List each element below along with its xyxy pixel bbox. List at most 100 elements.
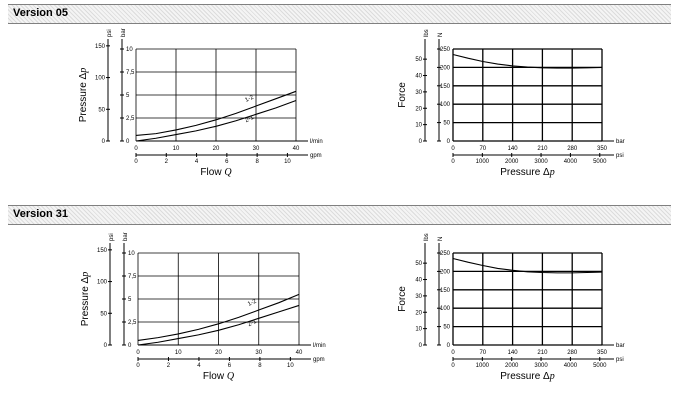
y-unit-label: N: [438, 33, 444, 37]
y-secondary-tick-label: 150: [97, 248, 108, 254]
x-secondary-tick-label: 0: [451, 363, 455, 369]
x-secondary-unit-label: psi: [616, 357, 624, 363]
section-header-version-31: Version 31: [8, 205, 671, 225]
y-tick-label: 2,5: [128, 320, 137, 326]
series-label: 2-1: [244, 115, 255, 124]
x-tick-label: 70: [479, 350, 486, 356]
x-tick-label: 210: [537, 350, 548, 356]
x-secondary-tick-label: 4000: [564, 363, 578, 369]
y-axis-variable: p: [80, 272, 91, 278]
x-secondary-tick-label: 6: [228, 363, 232, 369]
x-secondary-unit-label: gpm: [310, 153, 322, 159]
y-secondary-tick-label: 30: [415, 90, 422, 96]
x-axis-variable: p: [549, 371, 555, 382]
x-secondary-tick-label: 0: [136, 363, 140, 369]
y-axis-title: Force: [397, 82, 408, 108]
y-tick-label: 50: [443, 121, 450, 127]
y-secondary-unit-label: lbs: [424, 29, 430, 37]
x-secondary-tick-label: 3000: [534, 159, 548, 165]
x-tick-label: 30: [253, 146, 260, 152]
y-secondary-tick-label: 50: [100, 311, 107, 317]
y-tick-label: 150: [440, 84, 451, 90]
y-secondary-unit-label: psi: [107, 29, 113, 37]
y-tick-label: 100: [440, 306, 451, 312]
series-line-1-2: [135, 90, 297, 137]
y-secondary-tick-label: 50: [415, 261, 422, 267]
x-tick-label: 70: [479, 146, 486, 152]
y-tick-label: 5: [126, 93, 130, 99]
x-axis-title: Pressure Δp: [500, 167, 554, 178]
series-line-1-2: [137, 293, 300, 341]
series-line-force: [452, 257, 603, 274]
y-tick-label: 0: [126, 139, 130, 145]
x-tick-label: 0: [451, 350, 455, 356]
x-axis-title: Pressure Δp: [500, 371, 554, 382]
x-tick-label: 280: [567, 350, 578, 356]
y-secondary-tick-label: 0: [102, 139, 106, 145]
section-title: Version 31: [13, 208, 69, 220]
x-secondary-tick-label: 5000: [593, 159, 607, 165]
x-secondary-tick-label: 1000: [476, 363, 490, 369]
x-secondary-unit-label: psi: [616, 153, 624, 159]
y-secondary-tick-label: 20: [415, 310, 422, 316]
x-secondary-tick-label: 4: [197, 363, 201, 369]
y-secondary-tick-label: 150: [95, 44, 106, 50]
y-tick-label: 0: [128, 343, 132, 349]
y-tick-label: 10: [128, 251, 135, 257]
y-secondary-unit-label: lbs: [424, 233, 430, 241]
x-axis-title: Flow Q: [203, 371, 235, 382]
x-unit-label: l/min: [310, 139, 323, 145]
x-secondary-tick-label: 10: [287, 363, 294, 369]
x-tick-label: 280: [567, 146, 578, 152]
x-secondary-tick-label: 2: [165, 159, 169, 165]
x-axis-variable: Q: [224, 167, 232, 178]
y-tick-label: 10: [126, 47, 133, 53]
x-secondary-tick-label: 2000: [505, 363, 519, 369]
y-secondary-tick-label: 10: [415, 123, 422, 129]
x-tick-label: 40: [296, 350, 303, 356]
x-secondary-tick-label: 5000: [593, 363, 607, 369]
series-line-force: [452, 53, 603, 69]
y-tick-label: 50: [443, 325, 450, 331]
x-secondary-tick-label: 2: [167, 363, 171, 369]
series-label: 2-1: [247, 319, 258, 328]
y-axis-title: Pressure Δp: [78, 68, 89, 122]
y-tick-label: 200: [440, 65, 451, 71]
y-secondary-tick-label: 0: [419, 139, 423, 145]
x-axis-variable: p: [549, 167, 555, 178]
x-tick-label: 140: [508, 146, 519, 152]
x-unit-label: l/min: [313, 343, 326, 349]
x-secondary-tick-label: 10: [284, 159, 291, 165]
x-secondary-tick-label: 6: [225, 159, 229, 165]
y-unit-label: bar: [123, 232, 129, 241]
x-secondary-tick-label: 2000: [505, 159, 519, 165]
x-secondary-tick-label: 0: [134, 159, 138, 165]
series-label: 1-2: [244, 94, 255, 103]
x-secondary-tick-label: 8: [255, 159, 259, 165]
y-tick-label: 200: [440, 269, 451, 275]
y-tick-label: 0: [447, 343, 451, 349]
y-secondary-tick-label: 100: [95, 76, 106, 82]
y-tick-label: 0: [447, 139, 451, 145]
x-tick-label: 0: [136, 350, 140, 356]
series-line-2-1: [135, 100, 297, 142]
y-secondary-tick-label: 0: [104, 343, 108, 349]
x-unit-label: bar: [616, 343, 625, 349]
x-tick-label: 210: [537, 146, 548, 152]
series-label: 1-2: [247, 298, 258, 307]
x-unit-label: bar: [616, 139, 625, 145]
y-axis-variable: p: [78, 68, 89, 74]
x-secondary-tick-label: 3000: [534, 363, 548, 369]
y-secondary-tick-label: 40: [415, 278, 422, 284]
y-tick-label: 7,5: [126, 70, 135, 76]
y-secondary-tick-label: 50: [98, 107, 105, 113]
y-secondary-tick-label: 30: [415, 294, 422, 300]
x-tick-label: 10: [173, 146, 180, 152]
x-tick-label: 30: [255, 350, 262, 356]
y-tick-label: 7,5: [128, 274, 137, 280]
x-secondary-tick-label: 4: [195, 159, 199, 165]
x-tick-label: 0: [451, 146, 455, 152]
